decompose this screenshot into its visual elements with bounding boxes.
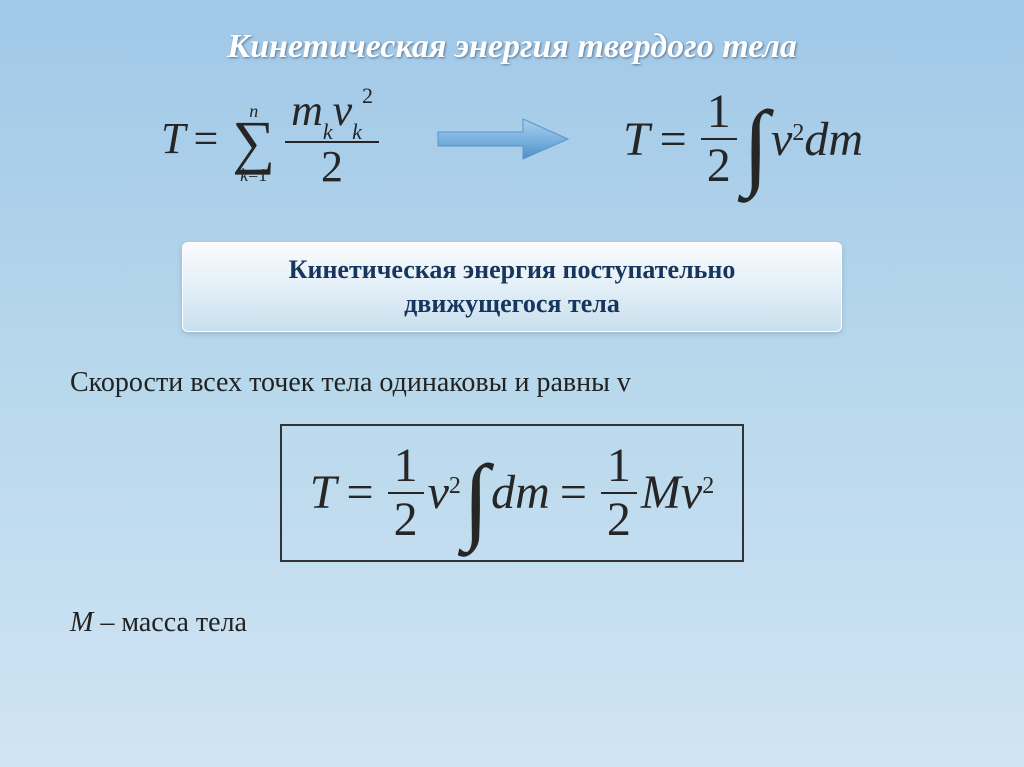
- arrow-icon: [433, 114, 573, 164]
- slide-title: Кинетическая энергия твердого тела: [0, 0, 1024, 66]
- integral-icon: ∫: [743, 116, 769, 174]
- integral-icon-2: ∫: [463, 470, 489, 528]
- fraction-half-3b: 1 2: [601, 440, 637, 546]
- equation-row-top: T = n ∑ k=1 mkvk2 2: [0, 86, 1024, 192]
- body-text-velocities: Скорости всех точек тела одинаковы и рав…: [70, 367, 1024, 399]
- fraction-half: 1 2: [701, 86, 737, 192]
- equation-discrete-sum: T = n ∑ k=1 mkvk2 2: [161, 87, 383, 191]
- callout-line-2: движущегося тела: [199, 287, 825, 321]
- sigma-icon: ∑: [232, 118, 275, 166]
- var-T: T: [161, 113, 185, 164]
- equation-translational-ke: T = 1 2 v2 ∫ dm = 1 2 Mv2: [310, 440, 714, 546]
- equation-boxed: T = 1 2 v2 ∫ dm = 1 2 Mv2: [280, 424, 744, 562]
- subsection-callout: Кинетическая энергия поступательно движу…: [182, 242, 842, 332]
- summation-block: n ∑ k=1: [232, 102, 275, 184]
- var-M: М: [70, 607, 93, 638]
- equals-sign-2: =: [660, 112, 687, 167]
- callout-line-1: Кинетическая энергия поступательно: [199, 253, 825, 287]
- fraction-mkvk2-over-2: mkvk2 2: [285, 87, 379, 191]
- fraction-half-3a: 1 2: [388, 440, 424, 546]
- equals-sign: =: [193, 113, 218, 164]
- sum-lower-limit: k=1: [240, 166, 267, 184]
- equation-integral: T = 1 2 ∫ v2dm: [623, 86, 863, 192]
- mass-definition: М – масса тела: [70, 607, 1024, 639]
- var-T-2: T: [623, 112, 650, 167]
